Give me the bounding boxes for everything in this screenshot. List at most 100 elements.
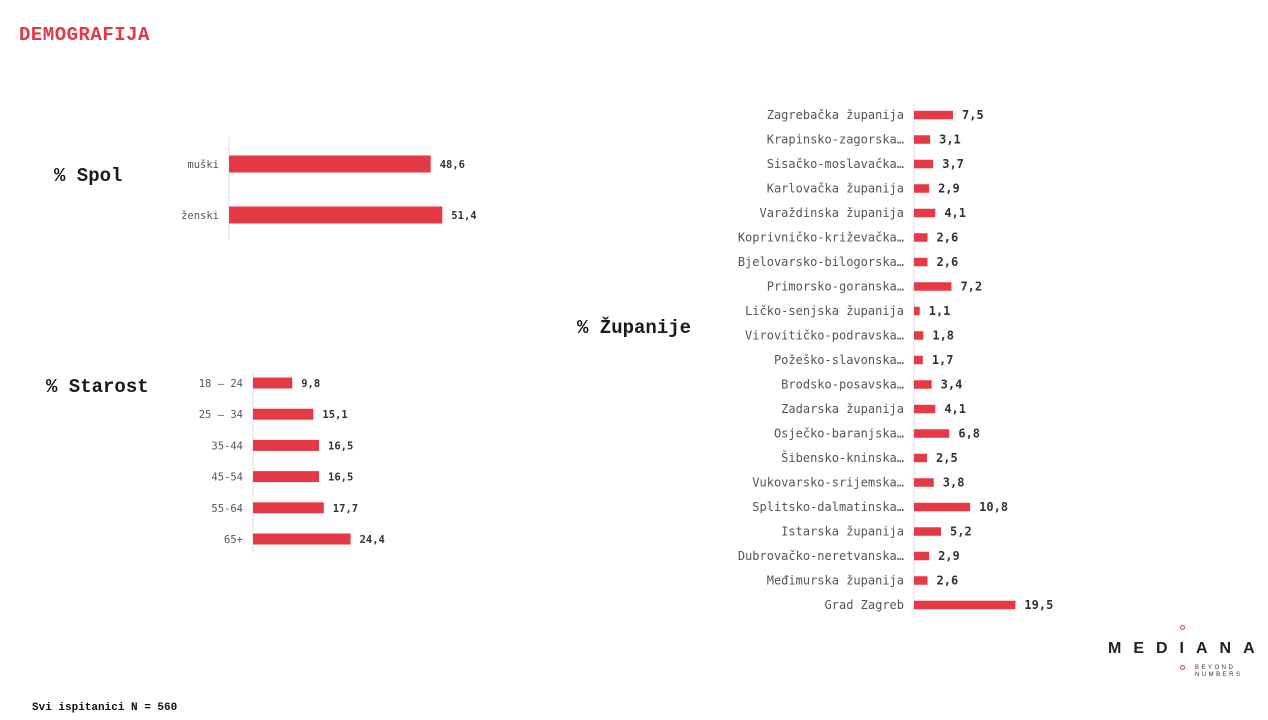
county-bar [914, 600, 1016, 610]
sample-size-note: Svi ispitanici N = 560 [32, 702, 178, 714]
county-category-label: Međimurska županija [767, 574, 904, 588]
county-bar [914, 110, 953, 120]
county-value-label: 3,4 [941, 378, 963, 392]
county-bar [914, 159, 934, 169]
county-category-label: Primorsko-goranska… [767, 280, 904, 294]
gender-bar-chart: muški 48,6 ženski 51,4 [181, 137, 477, 240]
county-bar [914, 233, 928, 242]
county-bar [914, 331, 924, 340]
county-value-label: 19,5 [1024, 598, 1053, 612]
county-category-label: Virovitičko-podravska… [745, 329, 904, 343]
county-value-label: 10,8 [979, 500, 1008, 514]
county-category-label: Bjelovarsko-bilogorska… [738, 255, 904, 269]
logo-tagline: BEYOND NUMBERS [1195, 665, 1243, 678]
county-bar [914, 404, 936, 414]
county-value-label: 2,6 [937, 255, 959, 269]
age-bar [253, 533, 351, 545]
county-category-label: Ličko-senjska županija [745, 304, 904, 318]
county-bar [914, 208, 936, 218]
age-category-label: 25 – 34 [199, 409, 243, 421]
county-value-label: 6,8 [958, 427, 980, 441]
county-category-label: Brodsko-posavska… [781, 378, 904, 392]
county-value-label: 3,7 [942, 157, 964, 171]
county-value-label: 2,5 [936, 451, 958, 465]
county-category-label: Zadarska županija [781, 402, 904, 416]
county-chart-title: % Županije [577, 317, 692, 339]
logo-dot-icon [1180, 665, 1185, 670]
county-category-label: Grad Zagreb [825, 598, 904, 612]
age-category-label: 45-54 [211, 472, 243, 484]
county-category-label: Sisačko-moslavačka… [767, 157, 904, 171]
county-bar [914, 184, 930, 193]
age-bar [253, 408, 314, 420]
county-bar [914, 355, 923, 365]
age-value-label: 17,7 [333, 503, 358, 515]
age-value-label: 16,5 [328, 440, 353, 452]
county-value-label: 5,2 [950, 525, 972, 539]
county-value-label: 2,9 [938, 549, 960, 563]
gender-bar [229, 206, 443, 224]
age-category-label: 65+ [224, 534, 243, 546]
gender-value-label: 48,6 [440, 159, 465, 171]
age-bar [253, 502, 324, 514]
gender-category-label: muški [187, 159, 219, 171]
age-bar-chart: 18 – 24 9,8 25 – 34 15,1 35-44 16,5 45-54 16,5 5… [199, 372, 385, 553]
county-value-label: 7,5 [962, 108, 984, 122]
mediana-logo: MEDIANA BEYOND NUMBERS [1105, 625, 1255, 685]
county-value-label: 4,1 [944, 206, 966, 220]
age-value-label: 15,1 [322, 409, 347, 421]
logo-name: MEDIANA [1108, 640, 1267, 657]
gender-value-label: 51,4 [451, 210, 476, 222]
county-category-label: Splitsko-dalmatinska… [752, 500, 904, 514]
county-category-label: Osječko-baranjska… [774, 427, 904, 441]
county-category-label: Dubrovačko-neretvanska… [738, 549, 904, 563]
county-value-label: 3,8 [943, 476, 965, 490]
logo-dot-icon [1180, 625, 1185, 630]
age-bar [253, 377, 293, 389]
age-bar [253, 471, 319, 483]
page-title: DEMOGRAFIJA [19, 24, 150, 46]
county-bar [914, 502, 971, 512]
county-value-label: 7,2 [960, 280, 982, 294]
county-value-label: 2,6 [937, 574, 959, 588]
county-value-label: 2,6 [937, 231, 959, 245]
county-category-label: Zagrebačka županija [767, 108, 904, 122]
age-category-label: 35-44 [211, 440, 243, 452]
county-category-label: Krapinsko-zagorska… [767, 133, 904, 147]
county-category-label: Požeško-slavonska… [774, 353, 904, 367]
age-category-label: 55-64 [211, 503, 243, 515]
county-bar [914, 380, 932, 389]
county-bar [914, 282, 952, 291]
county-bar [914, 135, 931, 144]
county-bar-chart: Zagrebačka županija 7,5 Krapinsko-zagorska… [738, 104, 1053, 615]
county-value-label: 1,7 [932, 353, 954, 367]
gender-category-label: ženski [181, 210, 219, 222]
county-value-label: 3,1 [939, 133, 961, 147]
gender-chart-title: % Spol [54, 165, 123, 187]
county-value-label: 4,1 [944, 402, 966, 416]
age-value-label: 9,8 [301, 378, 320, 390]
county-value-label: 2,9 [938, 182, 960, 196]
age-value-label: 24,4 [360, 534, 385, 546]
county-bar [914, 576, 928, 585]
county-category-label: Šibensko-kninska… [781, 450, 904, 465]
county-bar [914, 551, 930, 561]
age-chart-title: % Starost [46, 376, 149, 398]
county-category-label: Koprivničko-križevačka… [738, 231, 904, 245]
county-category-label: Vukovarsko-srijemska… [752, 476, 904, 490]
county-category-label: Varaždinska županija [760, 206, 905, 220]
county-value-label: 1,1 [929, 304, 951, 318]
county-bar [914, 478, 934, 487]
age-category-label: 18 – 24 [199, 378, 243, 390]
county-bar [914, 306, 920, 316]
county-value-label: 1,8 [932, 329, 954, 343]
county-category-label: Istarska županija [781, 525, 904, 539]
county-category-label: Karlovačka županija [767, 182, 904, 196]
county-bar [914, 257, 928, 267]
gender-bar [229, 155, 431, 173]
county-bar [914, 429, 950, 438]
age-bar [253, 439, 319, 451]
county-bar [914, 527, 942, 536]
age-value-label: 16,5 [328, 472, 353, 484]
